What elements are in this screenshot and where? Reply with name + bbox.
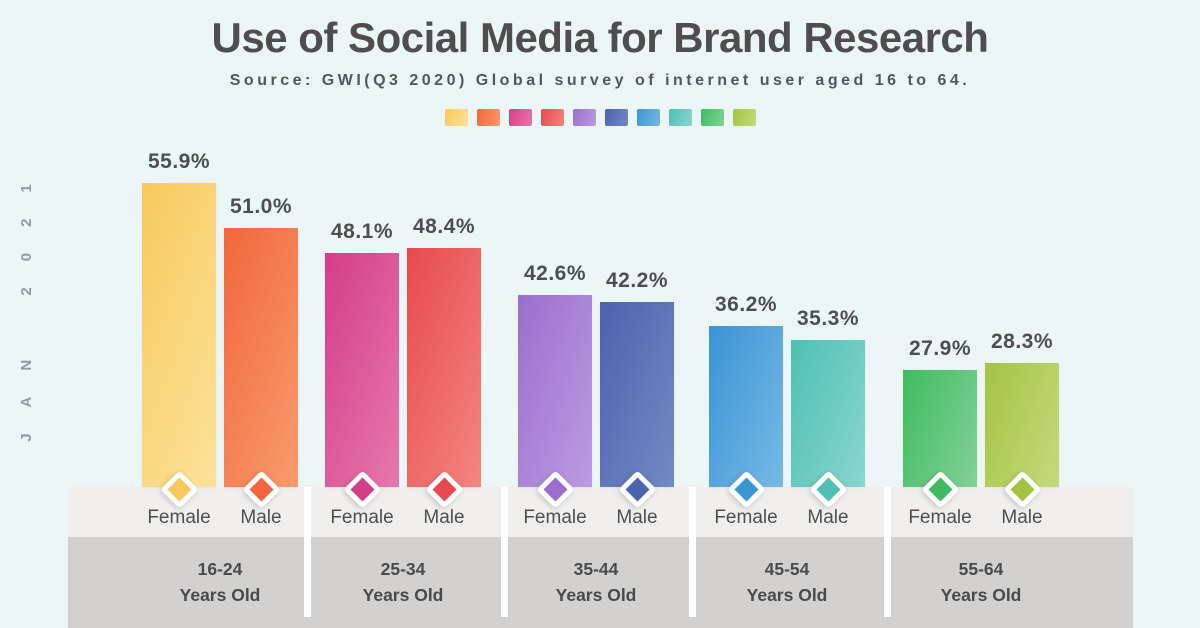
source-caption: Source: GWI(Q3 2020) Global survey of in… [0, 72, 1200, 90]
gender-label: Female [523, 507, 587, 528]
source-caption-quarter: Q3 2020 [373, 72, 459, 89]
legend-swatch [604, 109, 628, 126]
gender-label: Female [714, 507, 778, 528]
gender-label: Female [147, 507, 211, 528]
value-label: 42.6% [523, 262, 587, 285]
gender-label: Male [240, 507, 282, 528]
legend-swatch [636, 109, 660, 126]
gender-label: Male [616, 507, 658, 528]
bar-45-54-male [791, 340, 865, 487]
value-label: 36.2% [714, 293, 778, 316]
age-suffix-line: Years Old [362, 585, 444, 605]
bar-25-34-male [407, 248, 481, 487]
legend-swatch [476, 109, 500, 126]
gender-label: Male [807, 507, 849, 528]
age-group-label: 16-24 Years Old [135, 556, 305, 608]
age-range-line: 55-64 [958, 559, 1004, 579]
date-side-label: JAN 2021 [18, 158, 35, 442]
age-group-label: 25-34 Years Old [318, 556, 488, 608]
age-band [68, 537, 1133, 628]
age-group-label: 45-54 Years Old [702, 556, 872, 608]
page-title: Use of Social Media for Brand Research [211, 14, 989, 61]
bar-25-34-female [325, 253, 399, 487]
gender-band [68, 487, 1133, 537]
gender-label: Female [908, 507, 972, 528]
age-suffix-line: Years Old [746, 585, 828, 605]
gender-label: Male [1001, 507, 1043, 528]
value-label: 27.9% [908, 337, 972, 360]
group-divider [689, 487, 696, 617]
value-label: 42.2% [605, 269, 669, 292]
bar-16-24-female [142, 183, 216, 487]
bar-55-64-male [985, 363, 1059, 487]
bar-35-44-female [518, 295, 592, 487]
bar-45-54-female [709, 326, 783, 487]
legend-swatch [700, 109, 724, 126]
age-suffix-line: Years Old [555, 585, 637, 605]
age-range-line: 25-34 [380, 559, 426, 579]
value-label: 48.4% [412, 215, 476, 238]
bar-55-64-female [903, 370, 977, 487]
bar-16-24-male [224, 228, 298, 487]
age-range-line: 16-24 [197, 559, 243, 579]
age-range-line: 45-54 [764, 559, 810, 579]
legend-swatch [732, 109, 756, 126]
gender-label: Female [330, 507, 394, 528]
value-label: 48.1% [330, 220, 394, 243]
gender-label: Male [423, 507, 465, 528]
age-suffix-line: Years Old [179, 585, 261, 605]
group-divider [884, 487, 891, 617]
age-range-line: 35-44 [573, 559, 619, 579]
value-label: 55.9% [147, 150, 211, 173]
bar-35-44-male [600, 302, 674, 487]
value-label: 35.3% [796, 307, 860, 330]
legend-swatch [540, 109, 564, 126]
value-label: 51.0% [229, 195, 293, 218]
value-label: 28.3% [990, 330, 1054, 353]
source-caption-prefix: Source: GWI( [229, 72, 374, 89]
group-divider [501, 487, 508, 617]
source-caption-suffix: ) Global survey of internet user aged 16… [458, 72, 971, 89]
age-group-label: 55-64 Years Old [896, 556, 1066, 608]
age-suffix-line: Years Old [940, 585, 1022, 605]
legend-swatch [508, 109, 532, 126]
legend-swatch [444, 109, 468, 126]
age-group-label: 35-44 Years Old [511, 556, 681, 608]
legend-swatch [572, 109, 596, 126]
legend-swatch [668, 109, 692, 126]
color-legend [0, 109, 1200, 126]
group-divider [304, 487, 311, 617]
